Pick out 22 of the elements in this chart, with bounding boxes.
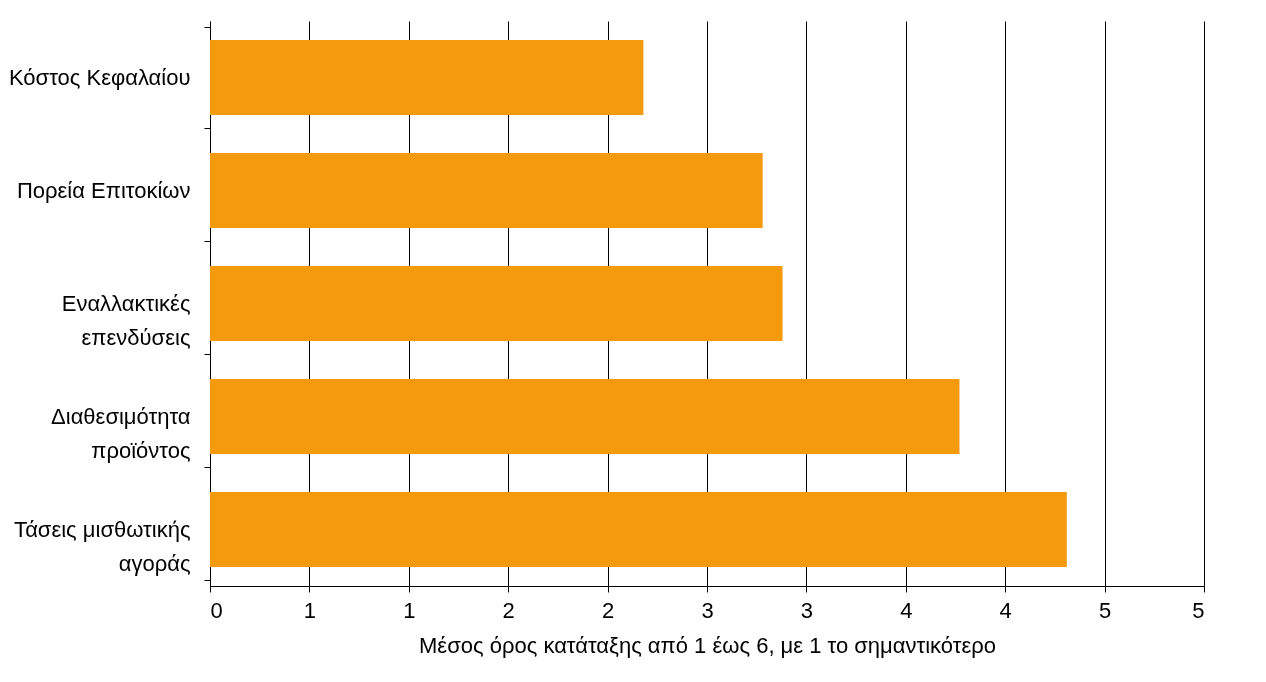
x-tick-label: 5: [1192, 597, 1205, 623]
y-tick-label: Τάσεις μισθωτικής αγοράς: [14, 517, 191, 576]
y-tick-label: Εναλλακτικές επενδύσεις: [61, 291, 191, 350]
bar: [210, 492, 1067, 567]
y-tick-label: Κόστος Κεφαλαίου: [8, 65, 191, 90]
bar: [210, 153, 763, 228]
x-tick-label: 0: [210, 597, 223, 623]
x-tick-label: 1: [303, 597, 317, 623]
bar: [210, 379, 960, 454]
x-tick-label: 4: [900, 597, 913, 623]
bar: [210, 266, 783, 341]
bar: [210, 40, 644, 115]
x-tick-label: 4: [999, 597, 1012, 623]
x-tick-label: 1: [403, 597, 416, 623]
x-tick-label: 5: [1098, 597, 1112, 623]
x-tick-label: 3: [701, 597, 714, 623]
x-tick-label: 3: [800, 597, 814, 623]
x-tick-label: 2: [502, 597, 515, 623]
x-tick-label: 2: [601, 597, 615, 623]
x-axis-title: Μέσος όρος κατάταξης από 1 έως 6, με 1 το σημαντικότερο: [419, 632, 996, 658]
y-tick-label: Πορεία Επιτοκίων: [16, 178, 191, 203]
y-tick-label: Διαθεσιμότητα προϊόντος: [51, 404, 191, 463]
